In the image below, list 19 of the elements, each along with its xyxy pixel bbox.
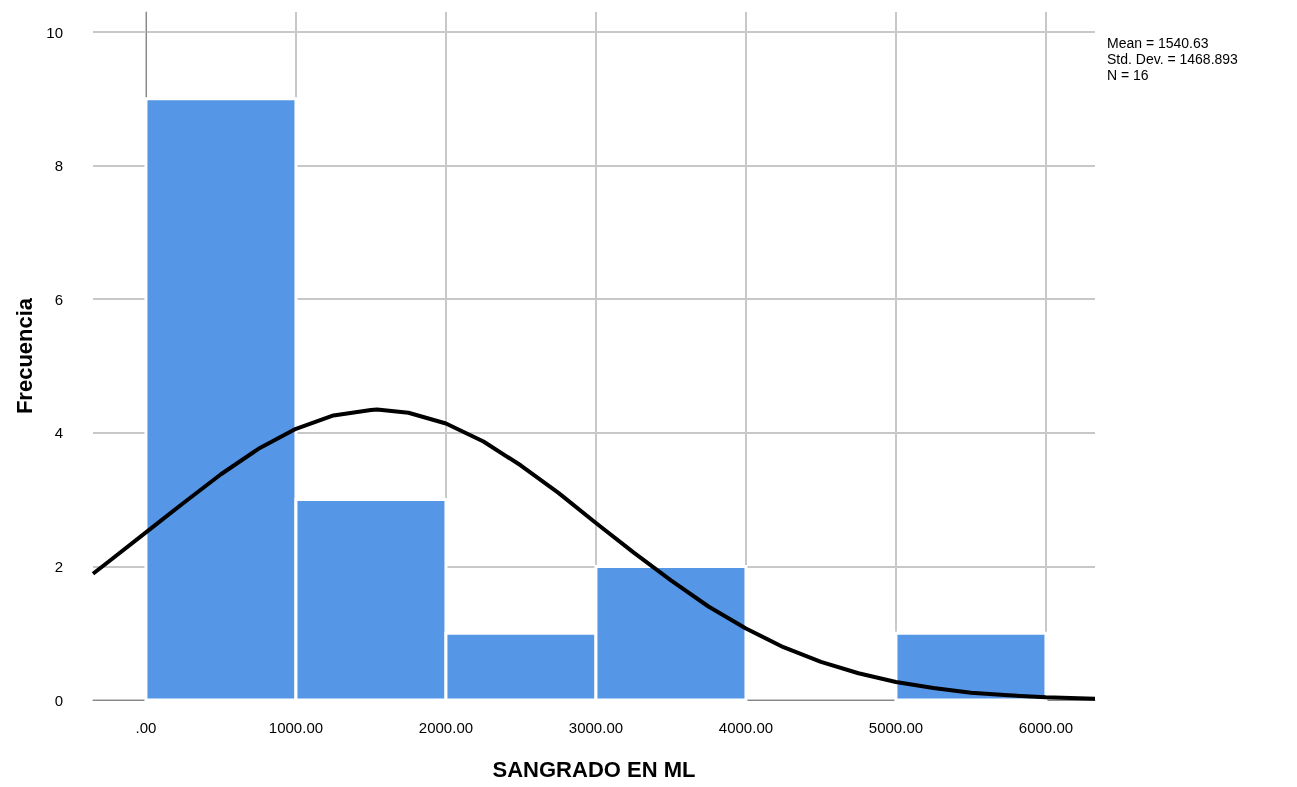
y-tick-label: 8 — [54, 157, 63, 175]
x-tick-label: .00 — [135, 719, 157, 736]
y-tick-label: 4 — [54, 424, 63, 442]
y-tick-label: 10 — [46, 23, 63, 41]
text: Std. Dev. = 1468.893 — [1107, 51, 1239, 67]
x-tick-label: 1000.00 — [268, 719, 324, 736]
y-axis-title: Frecuencia — [11, 297, 37, 415]
y-tick-label: 6 — [54, 290, 63, 308]
text: N = 16 — [1107, 67, 1149, 83]
x-tick-label: 2000.00 — [418, 719, 474, 736]
x-tick-label: 5000.00 — [868, 719, 924, 736]
y-tick-label: 0 — [54, 691, 63, 709]
x-tick-label: 3000.00 — [568, 719, 624, 736]
x-tick-label: 6000.00 — [1018, 719, 1074, 736]
line-series — [91, 407, 1097, 701]
x-tick-label: 4000.00 — [718, 719, 774, 736]
text: Mean = 1540.63 — [1107, 35, 1209, 51]
y-tick-label: 2 — [54, 557, 63, 575]
x-axis-title: SANGRADO EN ML — [492, 756, 696, 782]
